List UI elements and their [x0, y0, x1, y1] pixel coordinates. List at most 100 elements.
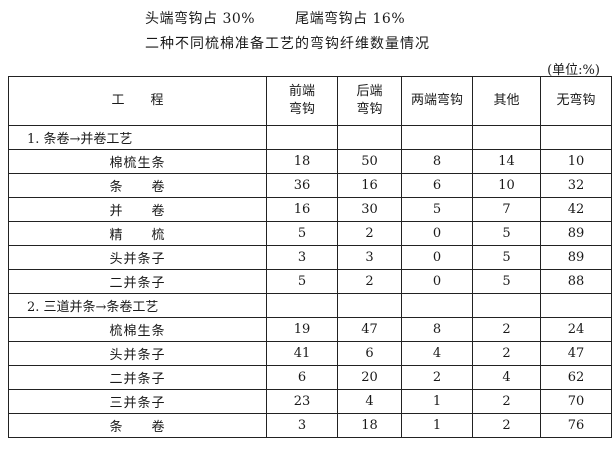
- value-cell: 8: [401, 149, 473, 174]
- value-cell: 2: [472, 341, 541, 366]
- value-cell: 47: [540, 341, 612, 366]
- column-header: 其他: [472, 76, 541, 126]
- column-header: 工 程: [8, 76, 267, 126]
- empty-cell: [337, 125, 402, 150]
- empty-cell: [540, 293, 612, 318]
- value-cell: 24: [540, 317, 612, 342]
- value-cell: 6: [401, 173, 473, 198]
- value-cell: 0: [401, 221, 473, 246]
- value-cell: 1: [401, 413, 473, 438]
- value-cell: 23: [266, 389, 338, 414]
- value-cell: 89: [540, 221, 612, 246]
- table-row: 条 卷 3 18 1 2 76: [8, 413, 612, 438]
- value-cell: 18: [337, 413, 402, 438]
- table-row: 条 卷 36 16 6 10 32: [8, 173, 612, 198]
- value-cell: 3: [266, 413, 338, 438]
- intro-line: 头端弯钩占 30% 尾端弯钩占 16%: [145, 8, 405, 28]
- value-cell: 89: [540, 245, 612, 270]
- value-cell: 5: [401, 197, 473, 222]
- value-cell: 14: [472, 149, 541, 174]
- value-cell: 30: [337, 197, 402, 222]
- value-cell: 70: [540, 389, 612, 414]
- value-cell: 10: [540, 149, 612, 174]
- section-label: 1. 条卷→并卷工艺: [8, 125, 267, 150]
- process-name: 头并条子: [8, 245, 267, 270]
- value-cell: 32: [540, 173, 612, 198]
- empty-cell: [401, 293, 473, 318]
- value-cell: 3: [337, 245, 402, 270]
- value-cell: 88: [540, 269, 612, 294]
- table-row: 棉梳生条 18 50 8 14 10: [8, 149, 612, 174]
- process-name: 二并条子: [8, 269, 267, 294]
- value-cell: 3: [266, 245, 338, 270]
- value-cell: 2: [472, 389, 541, 414]
- value-cell: 5: [266, 269, 338, 294]
- value-cell: 36: [266, 173, 338, 198]
- value-cell: 5: [472, 245, 541, 270]
- intro-tail-hook: 尾端弯钩占 16%: [295, 11, 406, 27]
- value-cell: 20: [337, 365, 402, 390]
- table-row: 精 梳 5 2 0 5 89: [8, 221, 612, 246]
- process-name: 三并条子: [8, 389, 267, 414]
- table-row: 头并条子 41 6 4 2 47: [8, 341, 612, 366]
- value-cell: 76: [540, 413, 612, 438]
- column-header: 两端弯钩: [401, 76, 473, 126]
- hook-fiber-table: 工 程前端 弯钩 后端 弯钩 两端弯钩 其他 无弯钩 1. 条卷→并卷工艺 棉梳生条 18 5…: [8, 76, 612, 438]
- value-cell: 19: [266, 317, 338, 342]
- process-name: 精 梳: [8, 221, 267, 246]
- empty-cell: [266, 293, 338, 318]
- process-name: 棉梳生条: [8, 149, 267, 174]
- table-row: 头并条子 3 3 0 5 89: [8, 245, 612, 270]
- value-cell: 10: [472, 173, 541, 198]
- value-cell: 47: [337, 317, 402, 342]
- column-header: 无弯钩: [540, 76, 612, 126]
- value-cell: 5: [472, 221, 541, 246]
- empty-cell: [337, 293, 402, 318]
- value-cell: 5: [472, 269, 541, 294]
- value-cell: 1: [401, 389, 473, 414]
- process-name: 梳棉生条: [8, 317, 267, 342]
- value-cell: 6: [266, 365, 338, 390]
- value-cell: 16: [266, 197, 338, 222]
- value-cell: 2: [472, 413, 541, 438]
- column-header: 前端 弯钩: [266, 76, 338, 126]
- process-name: 二并条子: [8, 365, 267, 390]
- empty-cell: [401, 125, 473, 150]
- value-cell: 2: [337, 269, 402, 294]
- process-name: 并 卷: [8, 197, 267, 222]
- value-cell: 2: [401, 365, 473, 390]
- value-cell: 8: [401, 317, 473, 342]
- section-label: 2. 三道并条→条卷工艺: [8, 293, 267, 318]
- value-cell: 2: [337, 221, 402, 246]
- empty-cell: [540, 125, 612, 150]
- process-name: 条 卷: [8, 173, 267, 198]
- section-row: 1. 条卷→并卷工艺: [8, 125, 612, 150]
- table-title: 二种不同梳棉准备工艺的弯钩纤维数量情况: [145, 36, 430, 52]
- table-row: 并 卷 16 30 5 7 42: [8, 197, 612, 222]
- value-cell: 16: [337, 173, 402, 198]
- process-name: 头并条子: [8, 341, 267, 366]
- value-cell: 0: [401, 269, 473, 294]
- unit-label: (单位:%): [547, 63, 600, 78]
- table-row: 三并条子 23 4 1 2 70: [8, 389, 612, 414]
- table-row: 二并条子 6 20 2 4 62: [8, 365, 612, 390]
- value-cell: 4: [401, 341, 473, 366]
- value-cell: 41: [266, 341, 338, 366]
- value-cell: 6: [337, 341, 402, 366]
- empty-cell: [472, 125, 541, 150]
- process-name: 条 卷: [8, 413, 267, 438]
- empty-cell: [472, 293, 541, 318]
- column-header: 后端 弯钩: [337, 76, 402, 126]
- table-header-row: 工 程前端 弯钩 后端 弯钩 两端弯钩 其他 无弯钩: [8, 76, 612, 126]
- value-cell: 4: [337, 389, 402, 414]
- value-cell: 62: [540, 365, 612, 390]
- section-row: 2. 三道并条→条卷工艺: [8, 293, 612, 318]
- intro-head-hook: 头端弯钩占 30%: [145, 11, 256, 27]
- value-cell: 42: [540, 197, 612, 222]
- table-row: 梳棉生条 19 47 8 2 24: [8, 317, 612, 342]
- value-cell: 5: [266, 221, 338, 246]
- table-row: 二并条子 5 2 0 5 88: [8, 269, 612, 294]
- value-cell: 2: [472, 317, 541, 342]
- value-cell: 50: [337, 149, 402, 174]
- value-cell: 0: [401, 245, 473, 270]
